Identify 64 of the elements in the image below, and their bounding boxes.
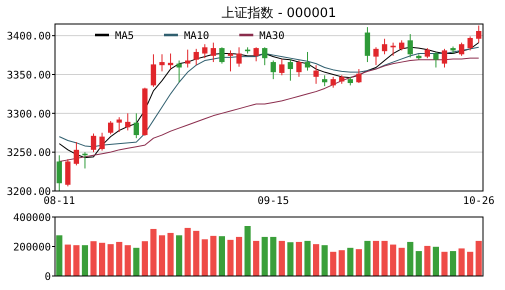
bar <box>193 230 200 276</box>
bar <box>296 242 302 276</box>
bar <box>116 242 122 276</box>
bar <box>381 240 388 276</box>
bar <box>133 248 140 276</box>
bar <box>99 242 106 276</box>
bar <box>262 236 268 276</box>
y-tick-label: 3300.00 <box>6 108 51 120</box>
bar <box>372 240 380 276</box>
legend-label: MA10 <box>184 30 210 42</box>
bar <box>124 245 131 276</box>
bar <box>304 240 311 276</box>
bar <box>416 251 422 276</box>
bar <box>450 251 456 276</box>
bar <box>244 226 251 276</box>
bar <box>398 248 405 276</box>
bar <box>202 239 208 276</box>
y-tick-label: 3350.00 <box>6 69 51 82</box>
bar <box>278 240 285 276</box>
bar <box>287 242 294 276</box>
legend-label: MA5 <box>115 30 134 42</box>
x-tick-label: 09-15 <box>257 195 290 207</box>
bar <box>90 241 97 276</box>
bar <box>458 248 465 276</box>
x-tick-label: 08-11 <box>43 195 76 207</box>
bar <box>432 246 439 276</box>
bar <box>270 236 276 276</box>
bar <box>364 240 371 276</box>
bar <box>338 250 345 276</box>
bar <box>64 244 71 276</box>
bar <box>356 249 362 276</box>
bar <box>73 245 80 276</box>
bar <box>424 246 430 276</box>
bar <box>150 228 157 276</box>
chart-title: 上证指数 - 000001 <box>222 6 336 21</box>
bar <box>407 242 414 276</box>
bar <box>390 244 396 276</box>
bar <box>158 235 166 276</box>
bar <box>56 235 62 276</box>
bar <box>313 244 320 276</box>
bar <box>108 244 114 276</box>
y-tick-label: 400000 <box>13 212 51 224</box>
bar <box>82 245 88 276</box>
bar <box>210 236 216 276</box>
y-tick-label: 3400.00 <box>6 30 51 43</box>
bar <box>476 240 482 276</box>
bar <box>227 240 234 276</box>
bar <box>253 240 260 276</box>
bar <box>167 232 174 276</box>
bar <box>236 236 242 276</box>
y-tick-label: 3250.00 <box>6 147 51 160</box>
y-tick-label: 200000 <box>13 242 51 254</box>
bar <box>322 245 328 276</box>
bar <box>347 248 354 276</box>
bar <box>441 252 448 276</box>
bar <box>184 228 191 276</box>
y-tick-label: 0 <box>44 271 51 283</box>
legend-label: MA30 <box>259 30 285 42</box>
bar <box>330 252 336 276</box>
bar <box>218 236 225 276</box>
bar <box>176 235 182 276</box>
bar <box>142 241 148 276</box>
bar <box>467 252 474 276</box>
x-tick-label: 10-26 <box>462 195 495 207</box>
